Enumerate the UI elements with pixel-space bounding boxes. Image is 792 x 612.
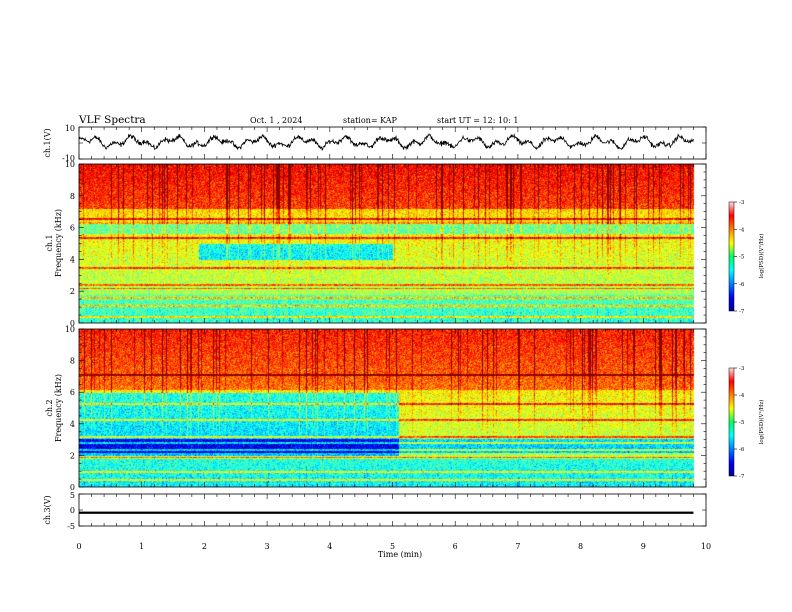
ch2-colorbar-tick-label: -7: [739, 474, 745, 480]
time-axis-tick-label: 8: [578, 542, 583, 551]
ch2-colorbar-ticks: -3 -4 -5 -6 -7: [734, 366, 745, 480]
ch2-spectrogram-ytick-label: 8: [70, 357, 75, 366]
ch3-ytick-mid: 0: [70, 506, 75, 515]
station-label: station= KAP: [343, 116, 398, 125]
ch1-spectrogram-ytick-label: 2: [70, 287, 75, 296]
ch1-spectrogram-panel: 0 2 4 6 8 10 ch.1 Frequency (kHz): [45, 160, 707, 328]
ch1-ylabel: ch.1(V): [43, 128, 52, 157]
ch1-spectrogram-image: [79, 164, 706, 323]
ch2-colorbar-tick-label: -5: [739, 420, 745, 426]
ch1-waveform-ticks: [78, 126, 707, 160]
ch1-colorbar-tick-label: -7: [739, 309, 745, 315]
ch2-spectrogram-ytick-label: 10: [65, 325, 75, 334]
ch2-colorbar-tick-label: -4: [739, 393, 745, 399]
time-axis-tick-label: 10: [701, 542, 711, 551]
ch2-colorbar-tick-label: -6: [739, 447, 745, 453]
ch2-ylabel-channel: ch.2: [45, 399, 54, 416]
time-axis-tick-label: 2: [202, 542, 207, 551]
time-axis-tick-label: 1: [139, 542, 144, 551]
time-axis-tick-label: 0: [76, 542, 81, 551]
ch3-ytick-top: 5: [70, 491, 75, 500]
ch3-panel: 5 0 -5 ch.3(V): [43, 491, 707, 531]
ch1-waveform-panel: 10 -10 ch.1(V): [43, 124, 707, 163]
ch2-spectrogram-ytick-label: 2: [70, 451, 75, 460]
ch3-ylabel: ch.3(V): [43, 495, 52, 524]
ch2-spectrogram-ytick-labels: 0 2 4 6 8 10: [65, 325, 75, 492]
time-axis-tick-labels: 0 1 2 3 4 5 6 7 8 9 10: [76, 542, 711, 551]
ch1-colorbar-tick-label: -3: [739, 200, 745, 206]
ch1-spectrogram-ytick-label: 8: [70, 192, 75, 201]
ch1-ytick-bottom: -10: [62, 154, 75, 163]
ch2-colorbar-label: log(PSD)(V²/Hz): [758, 400, 765, 445]
ch1-colorbar-tick-label: -4: [739, 227, 745, 233]
ch2-colorbar: -3 -4 -5 -6 -7 log(PSD)(V²/Hz): [728, 366, 765, 480]
ch2-spectrogram-image: [79, 329, 706, 487]
ch2-spectrogram-ytick-label: 4: [70, 420, 75, 429]
ch2-colorbar-tick-label: -3: [739, 366, 745, 372]
figure-title: VLF Spectra: [78, 114, 146, 126]
ch2-ylabel-frequency: Frequency (kHz): [54, 374, 63, 442]
ch1-colorbar-tick-label: -6: [739, 282, 745, 288]
time-axis-tick-label: 9: [641, 542, 646, 551]
ch1-ylabel-frequency: Frequency (kHz): [54, 209, 63, 277]
ch2-spectrogram-panel: 0 2 4 6 8 10 ch.2 Frequency (kHz): [45, 325, 707, 492]
ch1-spectrogram-ytick-label: 4: [70, 255, 75, 264]
time-axis-tick-label: 5: [390, 542, 395, 551]
ch1-spectrogram-ytick-labels: 0 2 4 6 8 10: [65, 160, 75, 328]
ch1-colorbar-gradient: [728, 201, 735, 312]
ch1-colorbar-label: log(PSD)(V²/Hz): [758, 234, 765, 279]
ch2-spectrogram-ytick-label: 6: [70, 388, 75, 397]
ch2-spectrogram-ytick-label: 0: [70, 483, 75, 492]
start-time-label: start UT = 12: 10: 1: [437, 116, 518, 125]
ch3-ticks: [78, 493, 707, 527]
time-axis-tick-label: 4: [327, 542, 332, 551]
ch1-waveform-line: [78, 133, 694, 151]
ch2-spectrogram-ticks: [78, 328, 707, 488]
ch2-colorbar-gradient: [728, 367, 735, 477]
ch1-ytick-top: 10: [65, 124, 75, 133]
time-axis-label: Time (min): [378, 550, 422, 559]
time-axis-tick-label: 7: [515, 542, 520, 551]
time-axis-tick-label: 6: [453, 542, 458, 551]
ch1-spectrogram-ytick-label: 10: [65, 160, 75, 169]
ch1-ylabel-channel: ch.1: [45, 234, 54, 251]
ch3-signal-band: [79, 511, 694, 514]
ch1-spectrogram-ytick-label: 6: [70, 224, 75, 233]
ch3-ytick-bottom: -5: [67, 522, 75, 531]
ch1-colorbar: -3 -4 -5 -6 -7 log(PSD)(V²/Hz): [728, 200, 765, 315]
ch1-colorbar-tick-label: -5: [739, 255, 745, 261]
ch1-spectrogram-ytick-label: 0: [70, 319, 75, 328]
time-axis-tick-label: 3: [265, 542, 270, 551]
ch1-colorbar-ticks: -3 -4 -5 -6 -7: [734, 200, 745, 315]
date-label: Oct. 1 , 2024: [250, 116, 302, 125]
ch1-spectrogram-ticks: [78, 163, 707, 324]
